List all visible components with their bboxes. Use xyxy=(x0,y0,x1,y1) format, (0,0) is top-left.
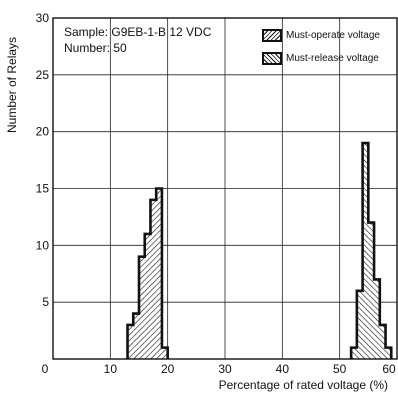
tick-labels: 0 10 20 30 40 50 60 5 10 15 20 25 30 xyxy=(36,11,396,376)
x-tick-label-2: 20 xyxy=(161,362,175,376)
legend-item-must-release: Must-release voltage xyxy=(262,52,379,65)
legend-item-must-operate: Must-operate voltage xyxy=(262,29,380,42)
y-axis-label: Number of Relays xyxy=(5,36,19,133)
bar-must-release-6 xyxy=(161,347,168,359)
x-tick-label-5: 50 xyxy=(333,362,347,376)
x-tick-label-4: 40 xyxy=(276,362,290,376)
bar-must-release-2 xyxy=(139,256,145,359)
outline-must-release xyxy=(126,187,169,359)
bar-must-operate-0 xyxy=(351,347,357,359)
y-tick-label-4: 25 xyxy=(36,68,50,82)
must-release-swatch xyxy=(262,52,282,65)
x-tick-label-0: 0 xyxy=(42,362,49,376)
number-annotation: Number: 50 xyxy=(64,41,127,55)
plot-frame xyxy=(52,17,398,360)
bar-must-release-0 xyxy=(127,324,134,359)
y-tick-label-0: 5 xyxy=(42,295,49,309)
y-tick-label-3: 20 xyxy=(36,125,50,139)
histogram-bars xyxy=(126,141,393,359)
legend-label-must-release: Must-release voltage xyxy=(286,53,379,64)
legend-label-must-operate: Must-operate voltage xyxy=(286,30,380,41)
bar-must-operate-6 xyxy=(385,347,392,359)
bar-must-operate-4 xyxy=(374,279,380,359)
x-tick-label-3: 30 xyxy=(218,362,232,376)
x-tick-label-1: 10 xyxy=(104,362,118,376)
bar-must-release-4 xyxy=(150,199,157,359)
must-operate-swatch xyxy=(262,29,282,42)
y-tick-label-2: 15 xyxy=(36,182,50,196)
x-axis-label: Percentage of rated voltage (%) xyxy=(218,378,388,392)
bar-must-operate-2 xyxy=(362,143,369,359)
bar-must-release-1 xyxy=(133,313,139,359)
sample-annotation: Sample: G9EB-1-B 12 VDC xyxy=(64,25,212,39)
y-tick-label-1: 10 xyxy=(36,238,50,252)
grid-lines xyxy=(53,18,397,359)
outline-must-operate xyxy=(349,141,393,359)
bar-must-operate-5 xyxy=(379,324,386,359)
bar-must-operate-1 xyxy=(356,290,363,359)
y-tick-label-5: 30 xyxy=(36,11,50,25)
bar-must-operate-3 xyxy=(368,222,375,359)
bar-must-release-3 xyxy=(144,233,151,359)
x-tick-label-6: 60 xyxy=(382,362,396,376)
bar-must-release-5 xyxy=(156,188,162,359)
